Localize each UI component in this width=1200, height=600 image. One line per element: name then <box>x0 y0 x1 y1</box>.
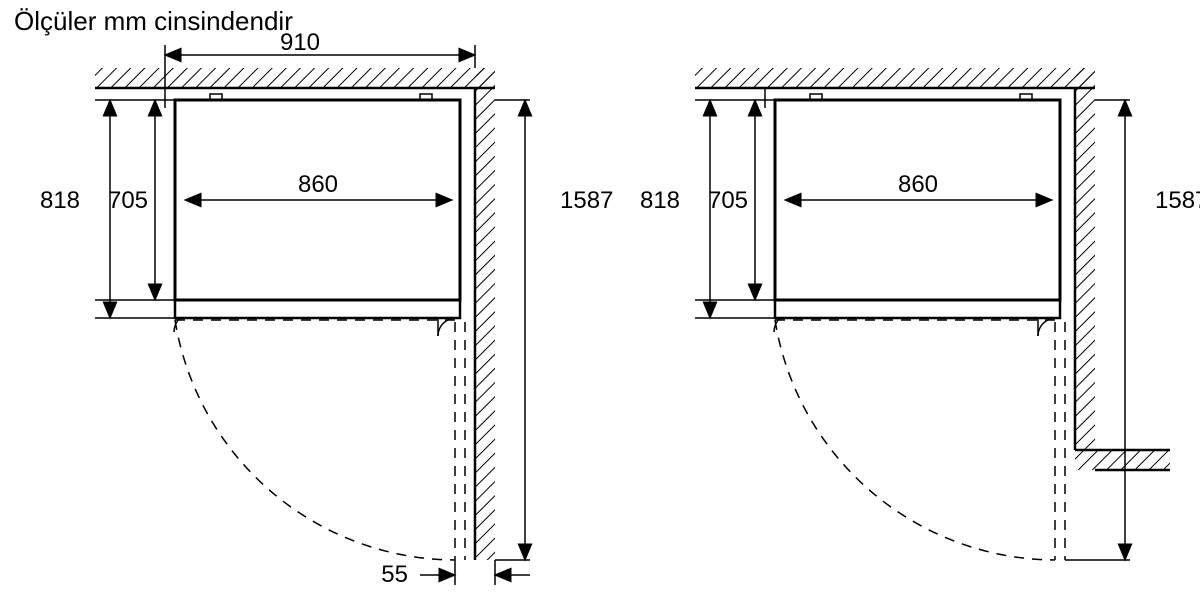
dim-705-left: 705 <box>108 187 148 214</box>
dim-910: 910 <box>280 29 320 56</box>
right-drawing: 860 818 705 1587 <box>640 68 1200 560</box>
dim-1587-left: 1587 <box>560 187 613 214</box>
drawing-canvas: Ölçüler mm cinsindendir <box>0 0 1200 600</box>
dim-55: 55 <box>381 561 408 588</box>
left-drawing: 910 860 818 705 1587 55 <box>40 29 613 588</box>
dim-818-right: 818 <box>640 187 680 214</box>
dim-818-left: 818 <box>40 187 80 214</box>
dim-860-left: 860 <box>298 171 338 198</box>
page-title: Ölçüler mm cinsindendir <box>14 6 293 36</box>
dim-1587-right: 1587 <box>1155 187 1200 214</box>
dim-860-right: 860 <box>898 171 938 198</box>
dim-705-right: 705 <box>708 187 748 214</box>
